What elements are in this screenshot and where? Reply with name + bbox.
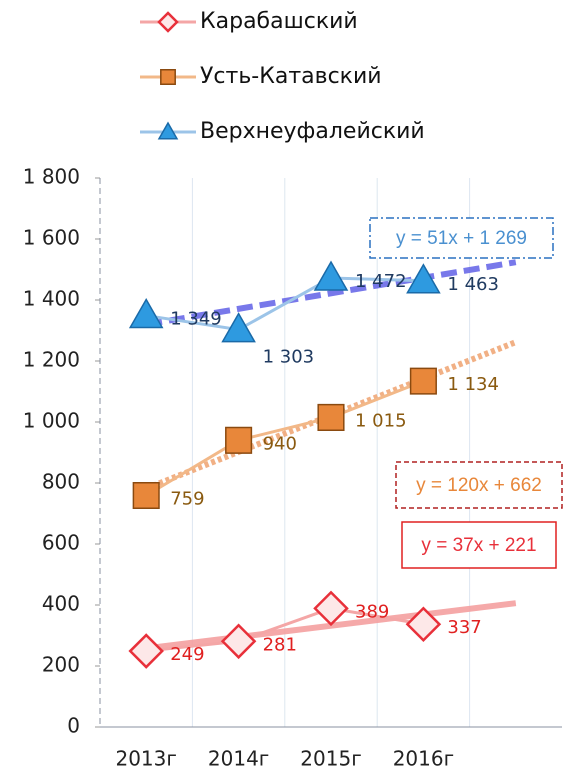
point xyxy=(313,260,349,291)
y-tick-label: 1 200 xyxy=(23,348,80,372)
data-label: 389 xyxy=(355,601,389,622)
data-label: 1 472 xyxy=(355,271,407,292)
equation-box xyxy=(401,521,557,569)
x-tick-label: 2015г xyxy=(300,747,361,771)
series-line xyxy=(145,276,424,332)
y-tick-label: 600 xyxy=(42,531,80,555)
x-tick-label: 2014г xyxy=(208,747,269,771)
data-label: 759 xyxy=(170,489,204,510)
x-tick-label: 2013г xyxy=(115,747,176,771)
y-tick-label: 1 400 xyxy=(23,287,80,311)
y-tick-label: 400 xyxy=(42,592,80,616)
data-label: 281 xyxy=(263,634,297,655)
equation-box xyxy=(395,461,563,509)
data-label: 1 303 xyxy=(263,347,315,368)
point xyxy=(225,426,253,454)
x-tick-label: 2016г xyxy=(393,747,454,771)
point xyxy=(405,606,442,642)
series-line xyxy=(146,606,424,653)
point xyxy=(220,623,257,660)
y-tick-label: 1 000 xyxy=(23,409,80,433)
point xyxy=(132,481,160,510)
trend-line xyxy=(145,259,517,328)
point xyxy=(406,263,441,294)
point xyxy=(128,298,164,329)
legend-label: Карабашский xyxy=(200,9,358,34)
legend-marker xyxy=(157,11,179,33)
point xyxy=(409,367,437,395)
trend-equation: y = 120x + 662 xyxy=(416,475,542,496)
y-tick-label: 200 xyxy=(42,653,80,677)
series-line xyxy=(145,379,424,497)
y-tick-label: 1 800 xyxy=(23,165,80,189)
data-label: 249 xyxy=(170,644,204,665)
data-label: 1 349 xyxy=(170,309,222,330)
trend-equation: y = 37x + 221 xyxy=(421,535,536,556)
data-label: 1 463 xyxy=(447,274,499,295)
trend-equation: y = 51x + 1 269 xyxy=(396,228,527,249)
y-tick-label: 0 xyxy=(67,714,80,738)
point xyxy=(221,312,256,343)
y-tick-label: 800 xyxy=(42,470,80,494)
point xyxy=(128,633,164,669)
point xyxy=(313,590,349,627)
legend-marker xyxy=(157,121,179,140)
legend-marker xyxy=(160,69,176,85)
legend-label: Верхнеуфалейский xyxy=(200,119,425,144)
y-tick-label: 1 600 xyxy=(23,226,80,250)
legend-label: Усть-Катавский xyxy=(200,64,382,89)
point xyxy=(317,403,345,431)
data-label: 337 xyxy=(447,617,481,638)
data-label: 1 134 xyxy=(447,374,499,395)
equation-box xyxy=(369,217,554,259)
data-label: 940 xyxy=(263,433,297,454)
data-label: 1 015 xyxy=(355,410,407,431)
